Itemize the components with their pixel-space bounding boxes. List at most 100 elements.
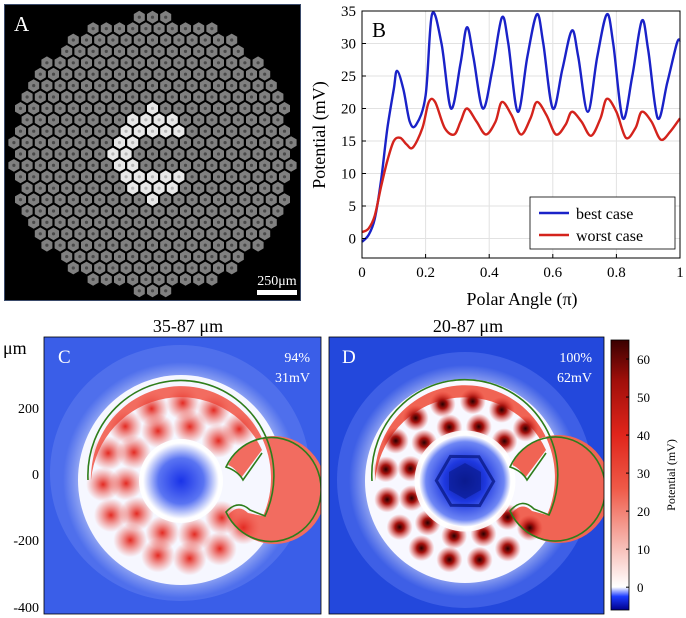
x-tick-label: 0.4 (480, 265, 499, 281)
hexagon-center (104, 95, 108, 99)
hexagon-center (197, 186, 201, 190)
hexagon-center (223, 72, 227, 76)
hexagon-center (131, 255, 135, 259)
hexagon-center (223, 141, 227, 145)
hexagon-center (111, 243, 115, 247)
hexagon-center (249, 141, 254, 145)
hexagon-center (45, 129, 49, 133)
panel-c-voltage: 31mV (275, 371, 310, 386)
hexagon-center (190, 175, 194, 179)
hexagon-center (91, 27, 95, 31)
y-tick-label: 35 (341, 4, 356, 20)
y-tick-label: 15 (341, 134, 356, 150)
hexagon-center (150, 220, 155, 224)
hexagon-center (157, 27, 161, 31)
hexagon-center (230, 220, 234, 224)
hexagon-center (104, 118, 108, 122)
potential-spot (488, 396, 515, 423)
hexagon-center (137, 152, 141, 156)
hexagon-center (164, 198, 168, 202)
hexagon-center (170, 49, 174, 54)
y-tick-label: 20 (341, 102, 356, 118)
hexagon-center (269, 129, 273, 133)
hexagon-center (190, 84, 194, 88)
hexagon-center (124, 84, 128, 88)
hexagon-center (45, 84, 49, 88)
hexagon-center (150, 61, 155, 65)
hexagon-center (117, 141, 122, 145)
hexagon-center (104, 186, 108, 190)
potential-spot (512, 415, 539, 442)
hexagon-center (170, 27, 174, 31)
hexagon-center (157, 186, 161, 190)
colorbar-tick-label: 10 (637, 542, 650, 557)
potential-spot (202, 531, 237, 566)
hexagon-center (104, 277, 108, 281)
hexagon-center (197, 277, 201, 281)
hexagon-center (203, 106, 207, 110)
hexagon-center (164, 106, 168, 110)
hexagon-center (124, 129, 128, 133)
hexagon-center (190, 266, 194, 270)
hexagon-center (45, 61, 49, 65)
hexagon-center (230, 84, 234, 88)
hexagon-center (216, 198, 221, 202)
hexagon-center (144, 27, 148, 31)
potential-spot (372, 456, 399, 483)
hexagon-center (216, 106, 221, 110)
panel-c-map (44, 337, 321, 614)
hexagon-center (170, 186, 174, 190)
hexagon-center (131, 27, 135, 31)
hexagon-center (150, 152, 155, 156)
hexagon-center (170, 163, 174, 167)
potential-spot (145, 515, 180, 550)
hexagon-center (183, 186, 188, 190)
hexagon-center (25, 141, 29, 145)
hexagon-center (243, 175, 247, 179)
hexagon-center (263, 118, 267, 122)
x-tick-label: 0 (358, 265, 366, 281)
hexagon-center (32, 220, 36, 224)
hexagon-center (12, 163, 16, 167)
scale-bar-label: 250μm (257, 274, 297, 289)
hexagon-center (71, 243, 75, 247)
hexagon-center (236, 118, 240, 122)
hexagon-center (263, 186, 267, 190)
hexagon-center (84, 129, 89, 133)
potential-spot (374, 486, 401, 513)
hexagon-center (104, 141, 108, 145)
hexagon-center (177, 220, 181, 224)
hexagon-center (78, 209, 82, 213)
hexagon-center (124, 220, 128, 224)
hexagon-center (91, 49, 95, 54)
hexagon-center (137, 38, 141, 42)
potential-spot (386, 514, 413, 541)
hexagon-center (282, 129, 287, 133)
potential-spot (196, 393, 231, 428)
hexagon-center (131, 141, 135, 145)
hexagon-center (144, 118, 148, 122)
hexagon-center (84, 243, 89, 247)
hexagon-center (230, 106, 234, 110)
hexagon-center (45, 220, 49, 224)
potential-spot (459, 388, 486, 415)
hexagon-center (223, 186, 227, 190)
hexagon-center (203, 175, 207, 179)
hexagon-center (32, 152, 36, 156)
hexagon-center (131, 209, 135, 213)
hexagon-center (137, 61, 141, 65)
hexagon-center (216, 175, 221, 179)
hexagon-center (183, 49, 188, 54)
hexagon-center (183, 232, 188, 236)
hexagon-center (263, 232, 267, 236)
potential-spot (141, 414, 175, 448)
hexagon-center (249, 163, 254, 167)
ytick-0: 0 (32, 468, 39, 483)
hexagon-center (230, 61, 234, 65)
hexagon-center (150, 129, 155, 133)
hexagon-center (157, 141, 161, 145)
panel-c-percent: 94% (284, 351, 310, 366)
hexagon-center (124, 198, 128, 202)
panel-d-percent: 100% (559, 351, 592, 366)
hexagon-center (216, 38, 221, 42)
